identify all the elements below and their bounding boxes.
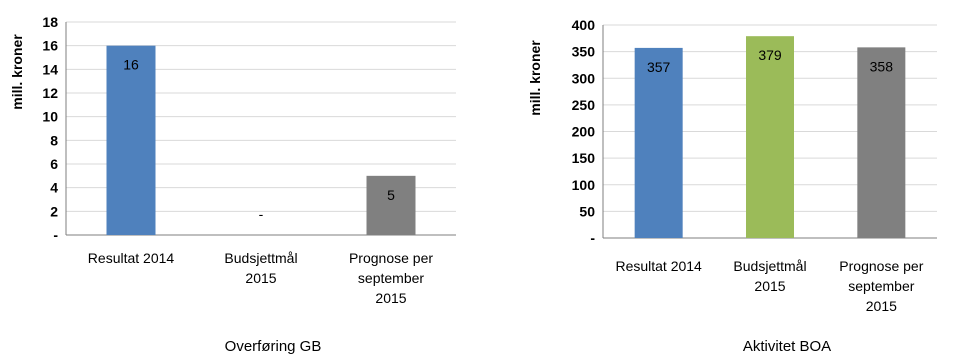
chart-1-bars [634,36,906,239]
chart-0-title: Overføring GB [225,338,322,354]
bar [634,47,683,239]
data-label: 16 [123,57,139,73]
chart-0-y-axis-label: mill. kroner [9,34,25,110]
y-tick-label: 200 [572,124,596,140]
y-tick-label: 6 [50,156,58,172]
y-tick-label: 8 [50,132,58,148]
chart-overforing-gb: mill. kroner - 2 4 6 8 10 12 14 16 18 16 - 5 Result… [9,14,456,354]
category-label: Prognose per september 2015 [839,258,923,314]
y-tick-label: 150 [572,150,596,166]
chart-1-title: Aktivitet BOA [743,338,831,354]
y-tick-label: 10 [42,109,58,125]
bar [857,47,906,238]
y-tick-label: 14 [42,61,58,77]
category-label: Resultat 2014 [615,258,702,274]
y-tick-label: 350 [572,44,596,60]
bar [746,36,794,239]
category-label: Resultat 2014 [88,250,175,266]
chart-1-y-ticks: - 50 100 150 200 250 300 350 400 [572,17,596,246]
y-tick-label: 300 [572,70,596,86]
chart-1-y-axis-label: mill. kroner [527,40,543,116]
category-label: Budsjettmål 2015 [733,258,806,294]
chart-aktivitet-boa: mill. kroner - 50 100 150 200 250 300 350 400 35… [527,17,937,354]
chart-1-category-labels: Resultat 2014 Budsjettmål 2015 Prognose per… [615,258,923,314]
bar [106,45,156,235]
y-tick-label: 18 [42,14,58,30]
y-tick-label: 100 [572,177,596,193]
data-label: 379 [758,47,782,63]
y-tick-label: 2 [50,203,58,219]
y-tick-label: - [53,227,58,243]
bar [366,175,416,235]
chart-0-category-labels: Resultat 2014 Budsjettmål 2015 Prognose per… [88,250,434,306]
y-tick-label: 400 [572,17,596,33]
chart-0-data-labels: 16 - 5 [123,57,395,222]
y-tick-label: 16 [42,38,58,54]
data-label: 358 [870,58,894,74]
data-label: 357 [647,59,671,75]
data-label: 5 [387,187,395,203]
category-label: Prognose per september 2015 [349,250,433,306]
y-tick-label: 50 [579,203,595,219]
data-label: - [259,206,264,222]
chart-0-bars [106,45,416,235]
y-tick-label: 12 [42,85,58,101]
y-tick-label: - [590,230,595,246]
y-tick-label: 4 [50,180,58,196]
chart-1-data-labels: 357 379 358 [647,47,893,75]
y-tick-label: 250 [572,97,596,113]
category-label: Budsjettmål 2015 [224,250,297,286]
chart-0-y-ticks: - 2 4 6 8 10 12 14 16 18 [42,14,58,243]
